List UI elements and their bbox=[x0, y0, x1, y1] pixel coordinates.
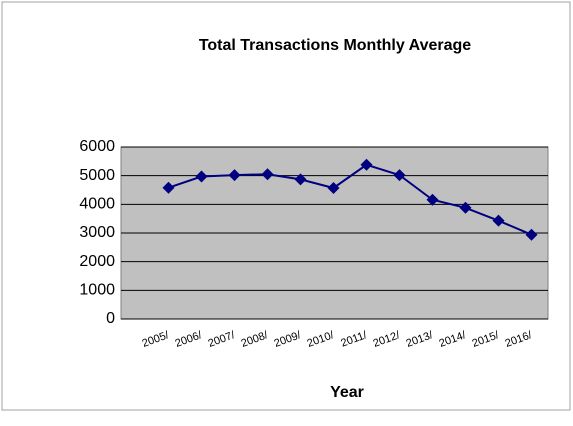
x-axis-label: Year bbox=[330, 384, 364, 401]
data-point bbox=[426, 193, 439, 206]
data-point bbox=[261, 168, 274, 181]
y-tick-label: 6000 bbox=[79, 138, 115, 155]
data-point bbox=[360, 158, 373, 171]
y-tick-label: 3000 bbox=[79, 224, 115, 241]
y-tick-label: 5000 bbox=[79, 167, 115, 184]
y-tick-label: 0 bbox=[106, 310, 115, 327]
y-tick-label: 4000 bbox=[79, 196, 115, 213]
y-tick-label: 1000 bbox=[79, 282, 115, 299]
data-point bbox=[228, 169, 241, 182]
data-point bbox=[195, 170, 208, 183]
chart-title: Total Transactions Monthly Average bbox=[199, 37, 471, 54]
y-tick-label: 2000 bbox=[79, 253, 115, 270]
data-point bbox=[294, 173, 307, 186]
data-point bbox=[162, 181, 175, 194]
data-point bbox=[525, 228, 538, 241]
data-point bbox=[327, 181, 340, 194]
data-point bbox=[492, 214, 505, 227]
data-point bbox=[393, 169, 406, 182]
data-point bbox=[459, 201, 472, 214]
